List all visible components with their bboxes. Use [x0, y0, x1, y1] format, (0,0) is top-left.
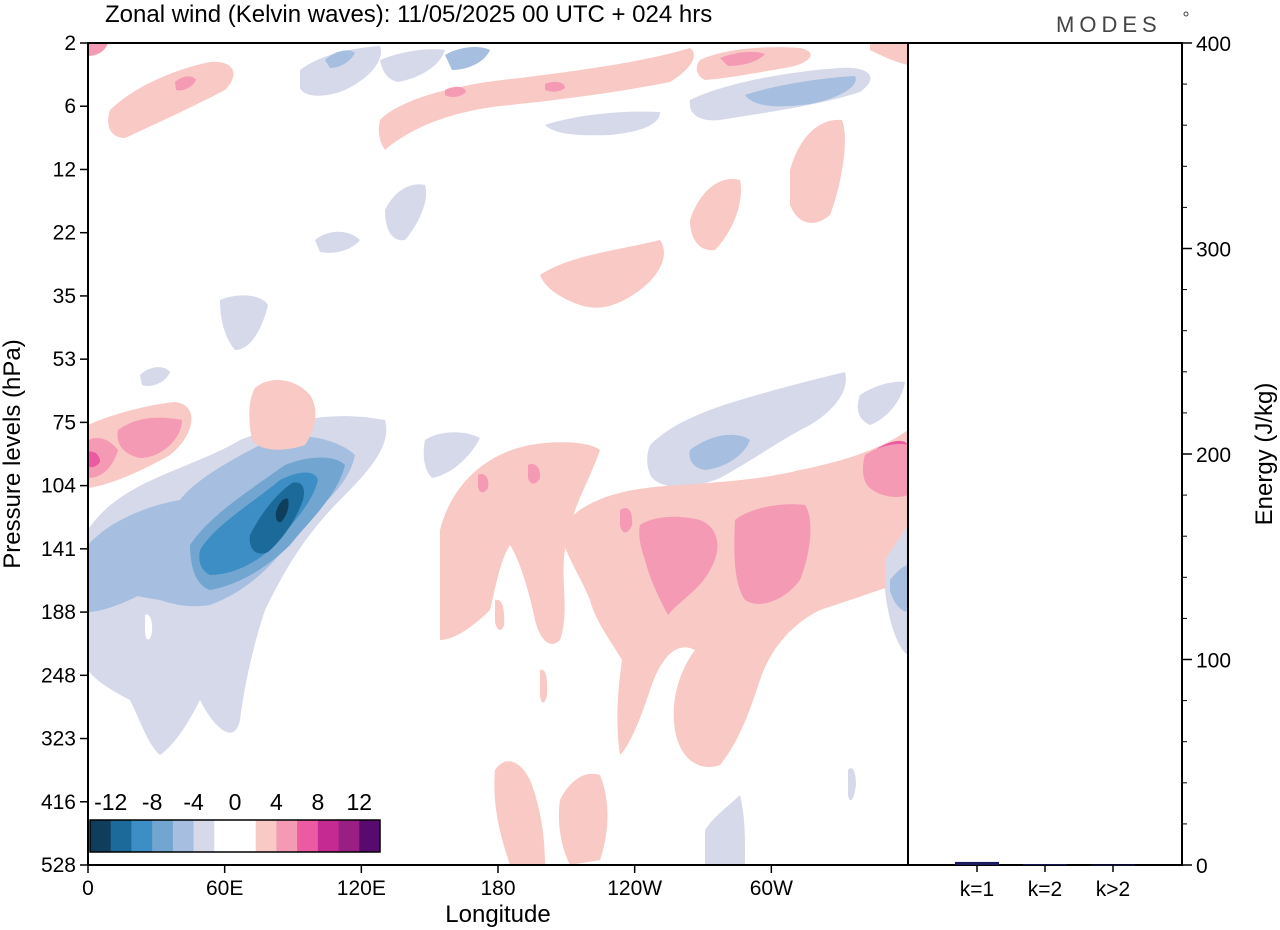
contour-pos-mid-top-left	[175, 76, 196, 91]
contour-field	[88, 43, 908, 865]
modes-logo: MODES	[1056, 12, 1162, 37]
pressure-axis: 2 6 12 22 35 53 75 104 141 188 248 323 416 528	[41, 32, 88, 877]
longitude-tick-label: 120E	[337, 877, 386, 900]
colorbar-swatch	[172, 820, 195, 852]
colorbar-swatch	[338, 820, 360, 852]
energy-tick-label: 200	[1196, 444, 1231, 467]
chart-title: Zonal wind (Kelvin waves): 11/05/2025 00…	[105, 1, 712, 28]
energy-axis-label: Energy (J/kg)	[1251, 383, 1278, 526]
contour-pos-light-center-left	[249, 379, 316, 450]
pressure-tick-label: 35	[53, 285, 76, 308]
colorbar-swatch	[317, 820, 340, 852]
contour-pos-light-top-center	[378, 48, 694, 150]
pressure-tick-label: 75	[53, 411, 76, 434]
contour-neg-light-mid	[140, 184, 427, 386]
colorbar-label: 8	[311, 789, 324, 815]
contour-pos-mid-top-center	[445, 81, 565, 97]
pressure-tick-label: 416	[41, 791, 76, 814]
pressure-tick-label: 22	[53, 222, 76, 245]
colorbar-swatch	[297, 820, 319, 852]
longitude-tick-label: 180	[480, 877, 515, 900]
longitude-tick-label: 0	[82, 877, 94, 900]
longitude-tick-label: 120W	[607, 877, 662, 900]
colorbar-swatch	[131, 820, 153, 852]
colorbar-label: -4	[183, 789, 204, 815]
contour-pos-light-center-spots	[478, 464, 541, 493]
logo-registered-mark	[1183, 11, 1189, 17]
colorbar-label: 4	[270, 789, 283, 815]
energy-tick-label: 0	[1196, 855, 1208, 878]
colorbar-swatch	[255, 820, 277, 852]
pressure-tick-label: 2	[64, 32, 76, 55]
pressure-tick-label: 104	[41, 475, 76, 498]
main-plot-area	[87, 42, 909, 866]
energy-tick-label: 300	[1196, 239, 1231, 262]
energy-panel-frame	[907, 42, 1183, 866]
colorbar-swatch	[235, 820, 257, 852]
pressure-tick-label: 528	[41, 854, 76, 877]
energy-bar	[1023, 864, 1067, 866]
pressure-tick-label: 53	[53, 348, 76, 371]
contour-neg-mid-top	[325, 47, 490, 70]
contour-pos-mid-right	[620, 504, 811, 615]
energy-category-label: k>2	[1096, 878, 1130, 901]
colorbar-frame	[89, 819, 381, 853]
contour-neg-light-lower-right	[705, 525, 908, 865]
contour-pos-mid-west	[88, 417, 182, 478]
contour-pos-light-lower-center	[494, 599, 608, 865]
energy-axis: 0 100 200 300 400	[1182, 33, 1231, 878]
colorbar-swatch	[276, 820, 298, 852]
energy-panel: 0 100 200 300 400 k=1 k=2 k>2 Energy (J/kg)	[907, 33, 1278, 901]
pressure-tick-label: 6	[64, 95, 76, 118]
energy-bar	[955, 861, 999, 865]
colorbar-swatch	[110, 820, 132, 852]
pressure-tick-label: 323	[41, 728, 76, 751]
pressure-tick-label: 248	[41, 664, 76, 687]
colorbar-swatch	[193, 820, 215, 852]
energy-tick-label: 100	[1196, 650, 1231, 673]
contour-pos-strong-west	[88, 451, 100, 468]
energy-category-axis: k=1 k=2 k>2	[960, 865, 1130, 901]
colorbar: -12 -8 -4 0 4 8 12	[89, 789, 381, 853]
energy-category-label: k=1	[960, 878, 994, 901]
colorbar-swatch	[359, 820, 381, 852]
colorbar-swatch	[214, 820, 236, 852]
contour-neg-mid-lower-right	[890, 565, 908, 612]
colorbar-label: -8	[142, 789, 162, 815]
contour-neg-white-patch	[145, 614, 153, 640]
colorbar-swatch	[90, 820, 112, 852]
longitude-tick-label: 60W	[750, 877, 793, 900]
colorbar-label: -12	[94, 789, 127, 815]
y-axis-label: Pressure levels (hPa)	[0, 339, 26, 568]
energy-tick-label: 400	[1196, 33, 1231, 56]
pressure-tick-label: 141	[41, 538, 76, 561]
contour-pos-light-top-left	[108, 61, 234, 138]
colorbar-swatch	[152, 820, 174, 852]
energy-category-label: k=2	[1028, 878, 1062, 901]
longitude-tick-label: 60E	[206, 877, 243, 900]
contour-neg-mid-top-right	[745, 76, 856, 107]
contour-neg-light-right-mid	[423, 372, 905, 487]
contour-pos-light-right-upper	[540, 119, 845, 308]
longitude-axis: 0 60E 120E 180 120W 60W	[82, 865, 793, 900]
contour-neg-mid-right-mid	[689, 434, 750, 470]
colorbar-label: 12	[346, 789, 372, 815]
contour-pos-light-right	[560, 430, 908, 767]
contour-pos-light-center	[440, 442, 600, 644]
main-plot-background	[88, 43, 908, 865]
pressure-tick-label: 12	[53, 158, 76, 181]
colorbar-label: 0	[229, 789, 242, 815]
contour-pos-mid-right-edge	[862, 443, 908, 497]
contour-neg-strong-left-west	[88, 545, 148, 612]
contour-neg-core-left	[275, 498, 289, 523]
pressure-tick-label: 188	[41, 601, 76, 624]
x-axis-label: Longitude	[445, 901, 550, 928]
